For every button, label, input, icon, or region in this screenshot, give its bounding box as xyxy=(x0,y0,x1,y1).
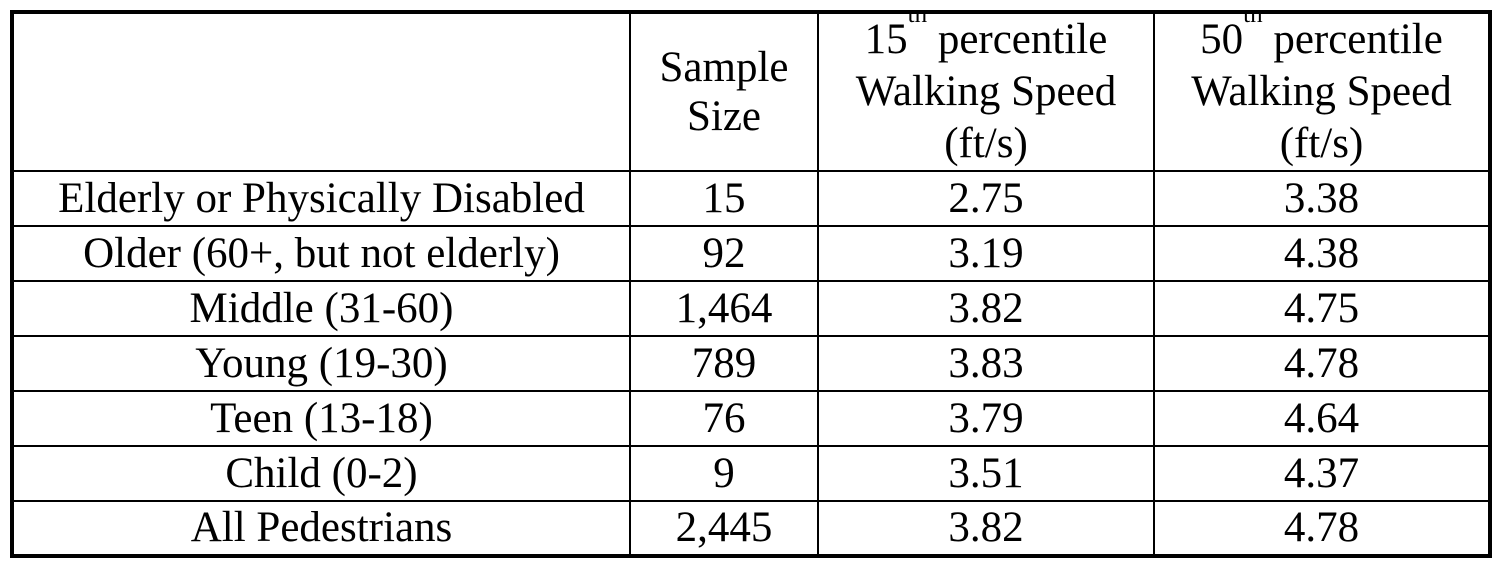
sample-size-value: 1,464 xyxy=(629,280,819,337)
table-row: Middle (31-60) 1,464 3.82 4.75 xyxy=(11,280,1491,337)
header-line-2: Walking Speed xyxy=(855,68,1117,115)
row-label: Teen (13-18) xyxy=(11,390,631,447)
p50-speed-value: 4.78 xyxy=(1153,335,1491,392)
column-header-15th-percentile: 15th percentile Walking Speed (ft/s) xyxy=(817,11,1155,172)
header-line-1: 15th percentile xyxy=(820,12,1152,66)
p50-speed-value: 4.38 xyxy=(1153,225,1491,282)
table-row: Young (19-30) 789 3.83 4.78 xyxy=(11,335,1491,392)
p15-speed-value: 3.83 xyxy=(817,335,1155,392)
sample-size-value: 15 xyxy=(629,170,819,227)
table-row: Child (0-2) 9 3.51 4.37 xyxy=(11,445,1491,502)
header-line-3: (ft/s) xyxy=(1279,120,1364,167)
percentile-number: 50 xyxy=(1200,16,1244,63)
sample-size-value: 9 xyxy=(629,445,819,502)
column-header-sample-size: Sample Size xyxy=(629,11,819,172)
ordinal-suffix: th xyxy=(907,12,928,29)
percentile-number: 15 xyxy=(864,16,908,63)
sample-size-value: 92 xyxy=(629,225,819,282)
header-line-3: (ft/s) xyxy=(944,120,1028,167)
walking-speed-table: Sample Size 15th percentile Walking Spee… xyxy=(10,10,1492,558)
p15-speed-value: 3.79 xyxy=(817,390,1155,447)
column-header-blank xyxy=(11,11,631,172)
row-label: Elderly or Physically Disabled xyxy=(11,170,631,227)
table-header-row: Sample Size 15th percentile Walking Spee… xyxy=(11,11,1491,172)
column-header-50th-percentile: 50th percentile Walking Speed (ft/s) xyxy=(1153,11,1491,172)
row-label: Young (19-30) xyxy=(11,335,631,392)
row-label: Child (0-2) xyxy=(11,445,631,502)
p15-speed-value: 3.82 xyxy=(817,500,1155,557)
header-line-2: Walking Speed xyxy=(1191,68,1452,115)
percentile-word: percentile xyxy=(927,16,1108,63)
sample-size-value: 2,445 xyxy=(629,500,819,557)
sample-size-value: 76 xyxy=(629,390,819,447)
table-row: Elderly or Physically Disabled 15 2.75 3… xyxy=(11,170,1491,227)
row-label: All Pedestrians xyxy=(11,500,631,557)
p50-speed-value: 4.37 xyxy=(1153,445,1491,502)
p15-speed-value: 3.51 xyxy=(817,445,1155,502)
sample-size-value: 789 xyxy=(629,335,819,392)
table-row: All Pedestrians 2,445 3.82 4.78 xyxy=(11,500,1491,557)
p15-speed-value: 3.19 xyxy=(817,225,1155,282)
percentile-word: percentile xyxy=(1262,16,1443,63)
table-row: Older (60+, but not elderly) 92 3.19 4.3… xyxy=(11,225,1491,282)
row-label: Middle (31-60) xyxy=(11,280,631,337)
p15-speed-value: 3.82 xyxy=(817,280,1155,337)
p50-speed-value: 3.38 xyxy=(1153,170,1491,227)
ordinal-suffix: th xyxy=(1243,12,1263,29)
table-row: Teen (13-18) 76 3.79 4.64 xyxy=(11,390,1491,447)
p50-speed-value: 4.64 xyxy=(1153,390,1491,447)
p50-speed-value: 4.75 xyxy=(1153,280,1491,337)
row-label: Older (60+, but not elderly) xyxy=(11,225,631,282)
p15-speed-value: 2.75 xyxy=(817,170,1155,227)
p50-speed-value: 4.78 xyxy=(1153,500,1491,557)
header-line-1: 50th percentile xyxy=(1156,12,1488,66)
